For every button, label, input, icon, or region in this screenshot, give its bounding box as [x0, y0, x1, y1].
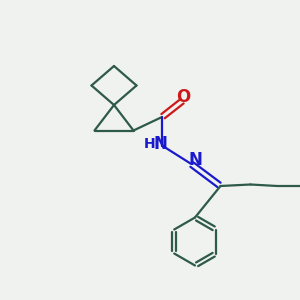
- Text: H: H: [144, 137, 155, 151]
- Text: N: N: [154, 135, 167, 153]
- Text: O: O: [176, 88, 190, 106]
- Text: N: N: [188, 151, 202, 169]
